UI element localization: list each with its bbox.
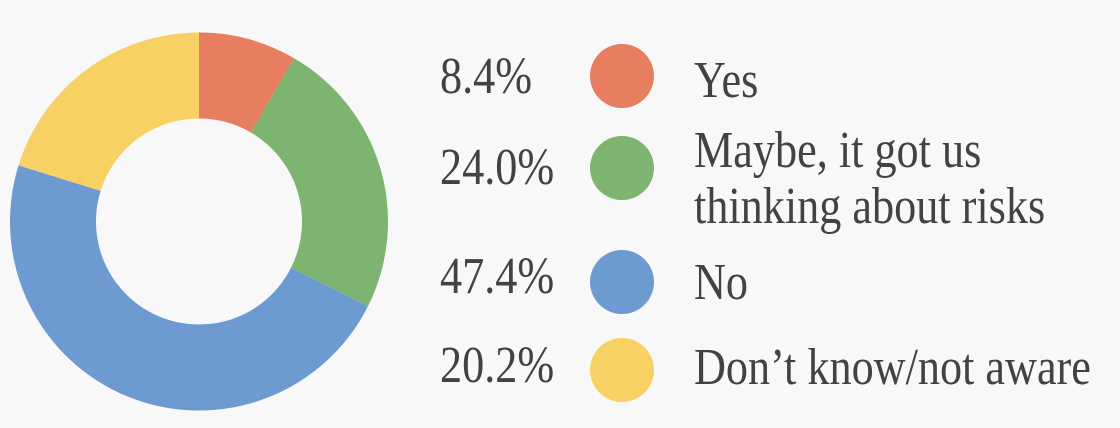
legend-percent-yes: 8.4% bbox=[440, 48, 533, 105]
legend-percent-dont-know: 20.2% bbox=[440, 337, 555, 394]
legend-row-no: 47.4% No bbox=[440, 248, 1120, 314]
legend-label-no: No bbox=[694, 254, 749, 311]
legend-swatch-maybe-circle bbox=[590, 136, 654, 200]
legend-swatch-no-circle bbox=[590, 250, 654, 314]
chart-legend: 8.4% Yes 24.0% Maybe, it got us thinking… bbox=[440, 0, 1120, 428]
legend-swatch-yes-circle bbox=[590, 44, 654, 108]
donut-slices bbox=[9, 32, 388, 411]
donut-slice-don-t-know-not-aware bbox=[18, 32, 200, 191]
donut-slice-yes bbox=[199, 32, 295, 133]
legend-label-maybe: Maybe, it got us thinking about risks bbox=[694, 122, 1046, 235]
donut-slice-no bbox=[9, 165, 368, 411]
legend-percent-no: 47.4% bbox=[440, 248, 555, 305]
legend-label-yes: Yes bbox=[694, 52, 759, 109]
legend-row-maybe: 24.0% Maybe, it got us thinking about ri… bbox=[440, 123, 1120, 235]
donut-slice-maybe-it-got-us-thinking-about-risks bbox=[250, 58, 388, 307]
legend-percent-maybe: 24.0% bbox=[440, 139, 555, 196]
legend-row-yes: 8.4% Yes bbox=[440, 44, 1120, 109]
legend-row-dont-know: 20.2% Don’t know/not aware bbox=[440, 338, 1120, 402]
legend-label-dont-know: Don’t know/not aware bbox=[694, 339, 1091, 396]
donut-chart bbox=[9, 32, 388, 411]
legend-swatch-dont-know-circle bbox=[590, 338, 654, 402]
